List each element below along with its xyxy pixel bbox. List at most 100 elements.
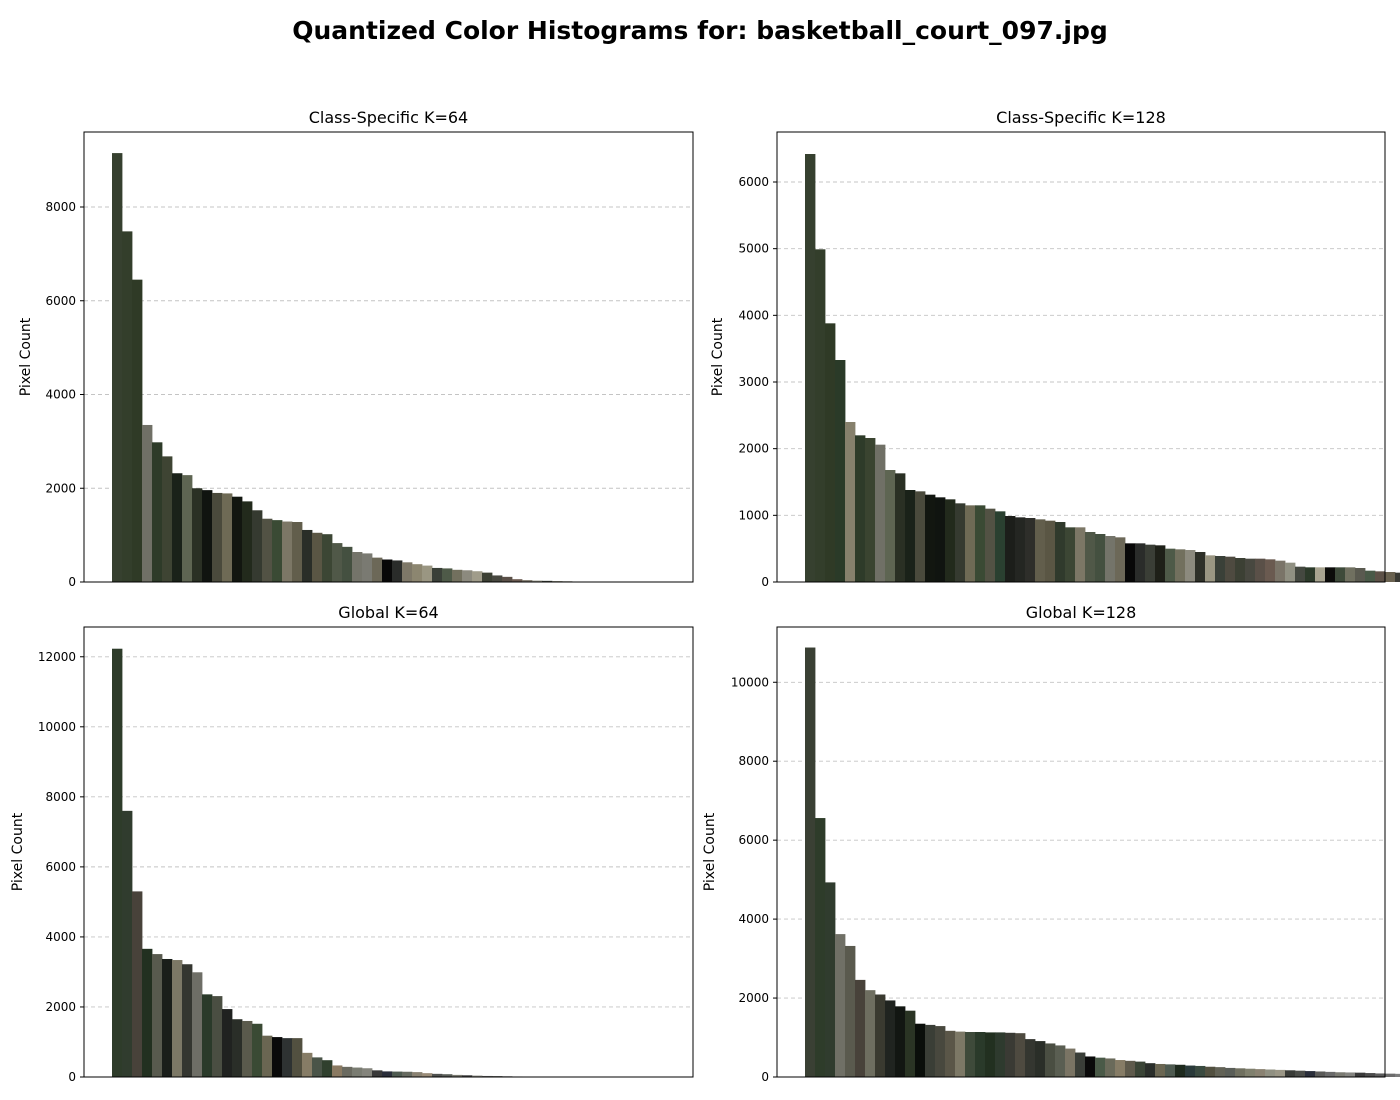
bar <box>1345 1072 1356 1077</box>
bar <box>502 576 513 582</box>
y-tick-label: 6000 <box>738 175 769 189</box>
y-tick-label: 6000 <box>45 860 76 874</box>
bar <box>1045 520 1056 582</box>
bar <box>1375 1073 1386 1077</box>
bar <box>1295 1070 1306 1077</box>
bar <box>202 994 213 1077</box>
bar <box>452 1074 463 1077</box>
bar <box>945 1030 956 1077</box>
bar <box>1125 543 1136 582</box>
bar <box>352 1067 363 1077</box>
y-tick-label: 8000 <box>45 200 76 214</box>
bar <box>1215 1067 1226 1077</box>
bar <box>985 1032 996 1077</box>
bar <box>212 996 223 1077</box>
bar <box>845 945 856 1077</box>
bar <box>412 1072 423 1077</box>
bar <box>132 279 143 582</box>
bar <box>402 1071 413 1077</box>
bar <box>815 249 826 583</box>
bar <box>825 882 836 1077</box>
y-tick-label: 6000 <box>45 294 76 308</box>
bar <box>1075 1052 1086 1077</box>
bar <box>1155 1063 1166 1077</box>
bar <box>222 1009 233 1077</box>
bar <box>1155 545 1166 582</box>
bar <box>492 575 503 582</box>
bar <box>112 153 123 582</box>
bar <box>272 520 283 582</box>
bar <box>855 979 866 1077</box>
y-tick-label: 10000 <box>38 720 76 734</box>
histogram-panel-3: 0 2000 4000 6000 8000 10000 12000 Global K=64 Pi… <box>10 603 694 1084</box>
bar <box>232 1019 243 1077</box>
bar <box>1265 559 1276 582</box>
bar <box>925 1024 936 1077</box>
bar <box>292 1038 303 1077</box>
bar <box>1235 558 1246 582</box>
bar <box>262 518 273 582</box>
bar <box>142 948 153 1077</box>
bar <box>182 475 193 582</box>
bar <box>242 1020 253 1077</box>
bar <box>875 444 886 582</box>
bar <box>332 1065 343 1077</box>
bar <box>322 1060 333 1077</box>
y-tick-label: 0 <box>761 1070 769 1084</box>
bar <box>152 954 163 1077</box>
bar <box>955 503 966 582</box>
bar <box>532 580 543 582</box>
bar <box>422 1073 433 1077</box>
bar <box>1235 1068 1246 1077</box>
bar <box>965 505 976 582</box>
bar <box>192 488 203 582</box>
y-axis-label: Pixel Count <box>710 317 726 396</box>
bar <box>915 1023 926 1077</box>
bar <box>1025 518 1036 582</box>
bar <box>905 1010 916 1077</box>
bar <box>282 1038 293 1077</box>
bar <box>1205 555 1216 582</box>
y-tick-label: 2000 <box>45 1000 76 1014</box>
bar <box>815 818 826 1077</box>
bar <box>1395 1073 1400 1077</box>
bar <box>282 521 293 582</box>
y-tick-label: 8000 <box>45 790 76 804</box>
bar <box>925 494 936 582</box>
bar <box>422 565 433 582</box>
bar <box>332 543 343 582</box>
bar <box>1355 1072 1366 1077</box>
bar <box>1015 517 1026 582</box>
bar <box>1275 1069 1286 1077</box>
y-tick-label: 3000 <box>738 375 769 389</box>
bar <box>382 1071 393 1077</box>
bar <box>1395 572 1400 582</box>
y-tick-label: 4000 <box>738 308 769 322</box>
y-axis-label: Pixel Count <box>10 812 26 891</box>
bar <box>1085 1056 1096 1077</box>
bar <box>1035 1041 1046 1077</box>
y-tick-label: 10000 <box>731 675 769 689</box>
bar <box>825 323 836 582</box>
bar <box>252 510 263 582</box>
y-tick-label: 0 <box>68 575 76 589</box>
bar <box>1245 1068 1256 1077</box>
bar <box>1225 1067 1236 1077</box>
bar <box>945 499 956 582</box>
bar <box>122 810 133 1077</box>
bar <box>462 570 473 582</box>
bar <box>312 1057 323 1077</box>
bar <box>805 154 816 582</box>
bar <box>885 1000 896 1077</box>
bar <box>172 960 183 1077</box>
bar <box>182 964 193 1077</box>
panel-title: Class-Specific K=128 <box>996 108 1166 127</box>
bar <box>1135 1061 1146 1077</box>
bar <box>1325 567 1336 582</box>
bar <box>522 580 533 582</box>
y-tick-label: 4000 <box>45 388 76 402</box>
axes-frame <box>83 626 694 1078</box>
y-tick-label: 2000 <box>738 991 769 1005</box>
axes-frame <box>83 131 694 583</box>
bar <box>402 562 413 582</box>
